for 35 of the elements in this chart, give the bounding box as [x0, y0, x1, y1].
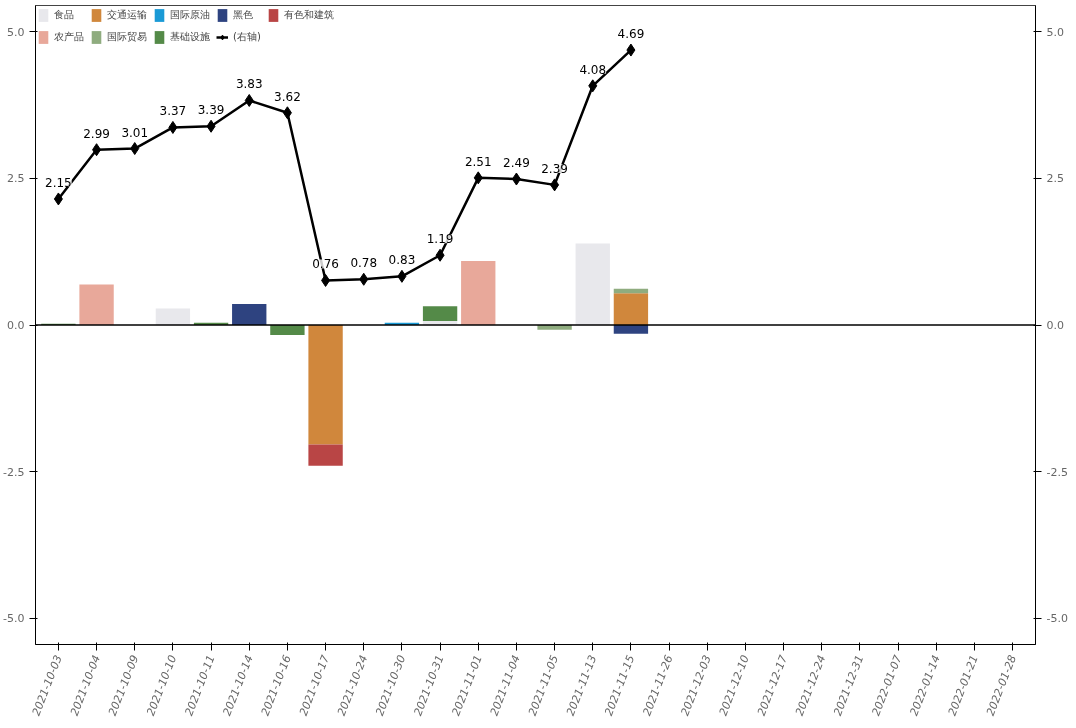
y-tick-label: -5.0: [3, 612, 25, 626]
legend-label: 有色和建筑: [283, 8, 334, 22]
y2-tick-label: 2.5: [1046, 172, 1064, 186]
data-label: 2.49: [503, 156, 530, 171]
data-label: 2.51: [464, 154, 492, 169]
data-label: 0.76: [312, 257, 339, 272]
y-tick-label: -2.5: [3, 465, 25, 479]
legend-label: 国际贸易: [107, 30, 147, 44]
data-label: 3.37: [159, 104, 187, 119]
legend-label: 食品: [54, 8, 74, 22]
data-label: 3.83: [235, 77, 263, 92]
legend-label: 国际原油: [170, 8, 210, 22]
y-tick-label: 5.0: [7, 25, 25, 39]
y2-tick-label: 0.0: [1046, 319, 1064, 332]
data-label: 2.99: [83, 126, 110, 141]
data-label: 3.62: [274, 89, 301, 104]
legend-label: 交通运输: [107, 8, 147, 22]
data-label: 1.19: [426, 232, 454, 247]
legend-label: 农产品: [54, 30, 84, 44]
data-label: 4.69: [617, 27, 645, 42]
data-label: 3.39: [197, 103, 225, 118]
legend-label: 黑色: [233, 8, 253, 22]
data-label: 0.78: [350, 256, 378, 271]
legend-label: (右轴): [233, 30, 261, 44]
y2-tick-label: -2.5: [1046, 465, 1068, 479]
data-label: 4.08: [579, 62, 607, 77]
data-label: 0.83: [388, 253, 416, 268]
data-label: 2.39: [541, 161, 568, 176]
data-label: 2.15: [45, 175, 72, 190]
data-label: 3.01: [121, 125, 149, 140]
y2-tick-label: 5.0: [1046, 25, 1064, 39]
y-tick-label: 0.0: [7, 319, 25, 332]
y-tick-label: 2.5: [7, 172, 25, 186]
y2-tick-label: -5.0: [1046, 612, 1068, 626]
legend-label: 基础设施: [170, 30, 210, 44]
